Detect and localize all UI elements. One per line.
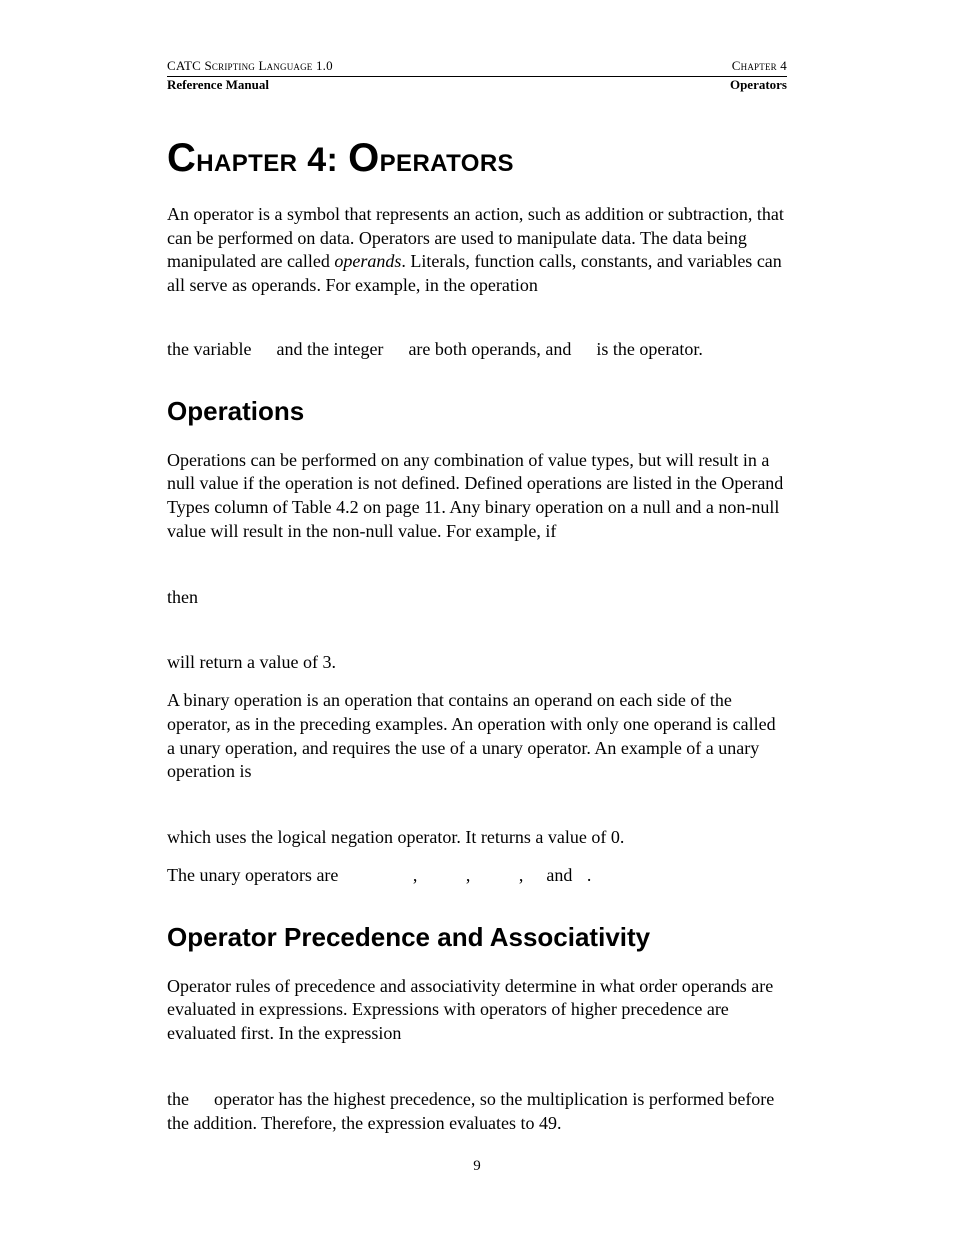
chapter-title: Chapter 4: Operators: [167, 136, 787, 181]
page-footer: 9: [0, 1158, 954, 1175]
running-head-top-row: CATC Scripting Language 1.0 Chapter 4: [167, 58, 787, 75]
p6-a: The unary operators are: [167, 865, 343, 885]
running-head-right-top: Chapter 4: [732, 58, 787, 75]
title-prefix-rest: hapter: [196, 141, 297, 179]
operations-p4: A binary operation is an operation that …: [167, 689, 787, 784]
precedence-p1: Operator rules of precedence and associa…: [167, 975, 787, 1046]
p2-a: the variable: [167, 339, 256, 359]
p6-b: ,: [413, 865, 422, 885]
running-head: CATC Scripting Language 1.0 Chapter 4 Re…: [167, 58, 787, 94]
operations-p3: will return a value of 3.: [167, 651, 787, 675]
running-head-left-top: CATC Scripting Language 1.0: [167, 58, 333, 75]
intro-operands-term: operands: [334, 251, 401, 271]
operand-example-sentence: the variable and the integer are both op…: [167, 338, 787, 362]
running-head-left-bottom: Reference Manual: [167, 77, 269, 94]
title-word-rest: perators: [380, 141, 514, 179]
intro-paragraph: An operator is a symbol that represents …: [167, 203, 787, 298]
running-head-bottom-row: Reference Manual Operators: [167, 77, 787, 94]
prec-p2-b: operator has the highest precedence, so …: [167, 1089, 774, 1133]
running-head-right-bottom: Operators: [730, 77, 787, 94]
precedence-p2: the operator has the highest precedence,…: [167, 1088, 787, 1136]
p6-e: and: [542, 865, 577, 885]
title-prefix-cap: C: [167, 136, 196, 180]
title-number: 4:: [297, 141, 348, 179]
p2-c: are both operands, and: [404, 339, 576, 359]
p6-d: ,: [519, 865, 528, 885]
p2-d: is the operator.: [592, 339, 703, 359]
page-number: 9: [473, 1158, 481, 1174]
operations-p6: The unary operators are , , , and .: [167, 864, 787, 888]
operations-heading: Operations: [167, 396, 787, 427]
p6-f: .: [587, 865, 592, 885]
title-word-cap: O: [348, 136, 380, 180]
precedence-heading: Operator Precedence and Associativity: [167, 922, 787, 953]
prec-p2-a: the: [167, 1089, 194, 1109]
page-content: CATC Scripting Language 1.0 Chapter 4 Re…: [167, 58, 787, 1135]
p6-c: ,: [466, 865, 475, 885]
operations-p5: which uses the logical negation operator…: [167, 826, 787, 850]
p2-b: and the integer: [272, 339, 388, 359]
operations-p1: Operations can be performed on any combi…: [167, 449, 787, 544]
operations-p2-then: then: [167, 586, 787, 610]
